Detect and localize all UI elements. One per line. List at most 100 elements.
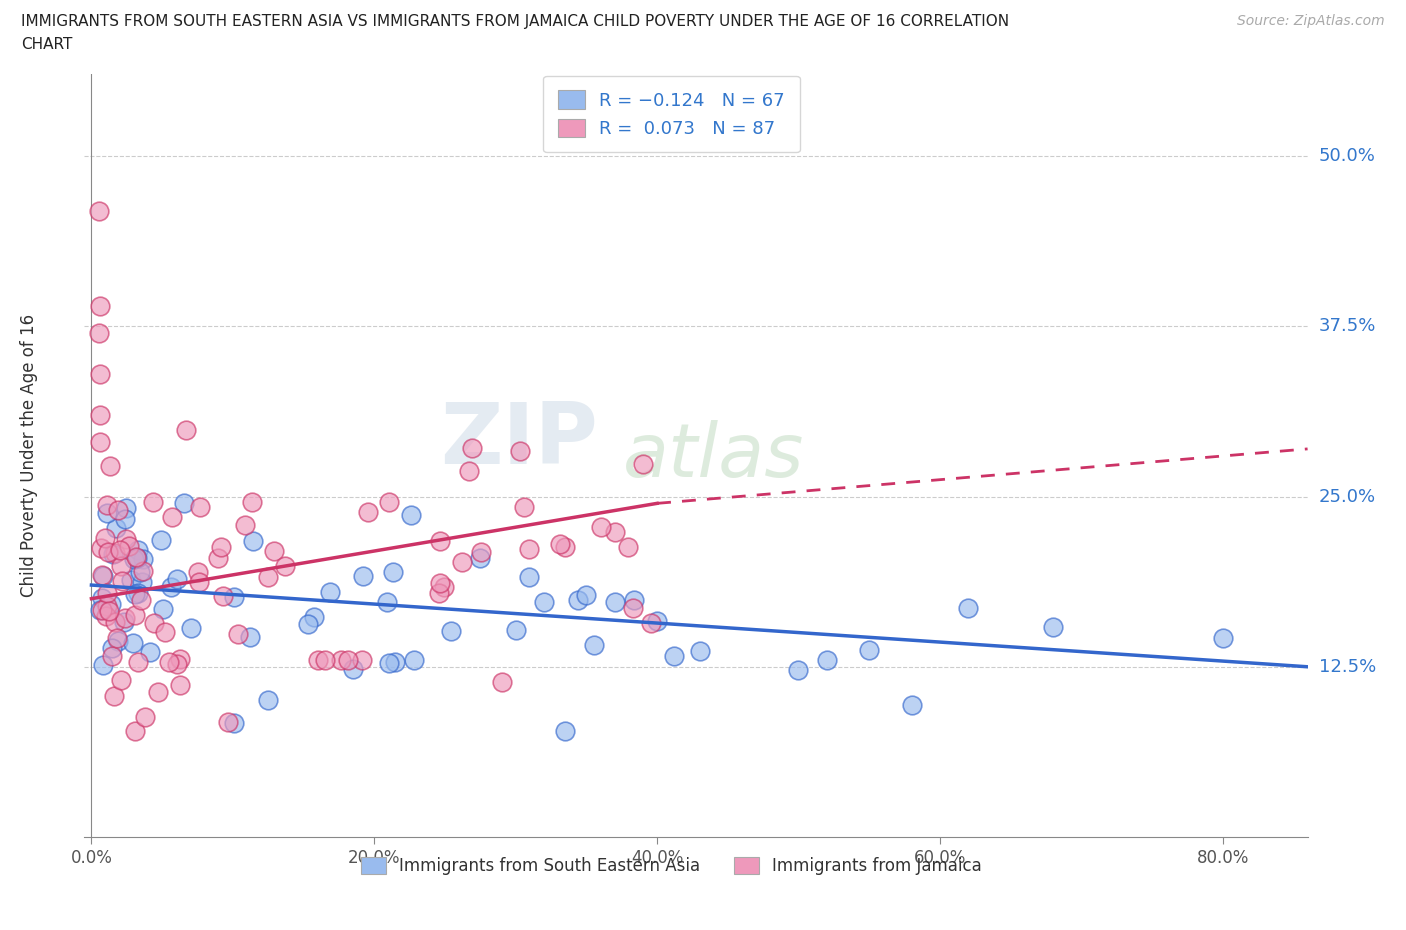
Point (330, 653, 353, 668)
Point (427, 585, 450, 600)
Point (621, 601, 644, 616)
Point (239, 630, 262, 644)
Point (233, 518, 256, 533)
Point (129, 592, 152, 607)
Point (517, 569, 540, 584)
Point (114, 512, 136, 526)
Point (87, 203, 110, 218)
Point (103, 547, 125, 562)
Point (319, 584, 342, 599)
Point (217, 714, 239, 729)
Point (91, 591, 114, 605)
Point (101, 641, 124, 656)
Point (127, 655, 149, 670)
Point (505, 623, 527, 638)
Point (517, 542, 540, 557)
Point (114, 500, 136, 515)
Point (160, 579, 183, 594)
Point (1212, 631, 1234, 645)
Point (377, 594, 399, 609)
Point (101, 649, 124, 664)
Point (224, 590, 246, 604)
Point (125, 549, 148, 564)
Point (132, 551, 155, 566)
Point (107, 502, 129, 517)
Point (226, 626, 249, 641)
Point (98, 458, 121, 473)
Point (224, 716, 246, 731)
Point (582, 638, 605, 653)
Point (120, 572, 142, 587)
Point (1042, 619, 1064, 634)
Point (89, 434, 111, 449)
Point (307, 653, 329, 668)
Point (103, 688, 125, 703)
Point (112, 615, 135, 630)
Point (96, 498, 118, 512)
Text: 25.0%: 25.0% (1319, 487, 1376, 506)
Point (603, 595, 626, 610)
Point (623, 592, 645, 607)
Point (689, 644, 711, 658)
Point (352, 653, 374, 668)
Point (89, 366, 111, 381)
Legend: Immigrants from South Eastern Asia, Immigrants from Jamaica: Immigrants from South Eastern Asia, Immi… (354, 851, 988, 882)
Point (187, 575, 209, 590)
Point (461, 441, 484, 456)
Point (94, 608, 117, 623)
Point (89, 407, 111, 422)
Point (314, 653, 336, 668)
Text: ZIP: ZIP (440, 399, 598, 482)
Point (640, 616, 662, 631)
Point (491, 674, 513, 689)
Point (107, 633, 129, 648)
Point (157, 655, 180, 670)
Point (169, 652, 191, 667)
Point (513, 499, 536, 514)
Point (124, 607, 146, 622)
Point (142, 616, 165, 631)
Point (129, 565, 152, 579)
Point (139, 644, 162, 659)
Point (90, 540, 112, 555)
Point (103, 615, 125, 630)
Point (94, 530, 117, 545)
Text: IMMIGRANTS FROM SOUTH EASTERN ASIA VS IMMIGRANTS FROM JAMAICA CHILD POVERTY UNDE: IMMIGRANTS FROM SOUTH EASTERN ASIA VS IM… (21, 14, 1010, 29)
Point (429, 534, 451, 549)
Point (146, 684, 169, 699)
Point (134, 710, 156, 724)
Text: 37.5%: 37.5% (1319, 317, 1376, 336)
Point (131, 564, 153, 578)
Point (124, 586, 146, 601)
Point (124, 724, 146, 738)
Point (433, 579, 456, 594)
Point (377, 656, 399, 671)
Point (399, 508, 422, 523)
Point (160, 510, 183, 525)
Point (211, 589, 233, 604)
Point (104, 546, 127, 561)
Point (468, 551, 491, 565)
Point (90, 567, 112, 582)
Point (342, 661, 364, 676)
Point (257, 569, 280, 584)
Point (274, 559, 297, 574)
Point (91, 568, 114, 583)
Text: Source: ZipAtlas.com: Source: ZipAtlas.com (1237, 14, 1385, 28)
Point (352, 569, 374, 584)
Point (131, 575, 153, 590)
Point (176, 423, 198, 438)
Point (440, 624, 463, 639)
Point (142, 495, 165, 510)
Point (173, 496, 195, 511)
Point (257, 693, 280, 708)
Point (815, 653, 838, 668)
Point (605, 525, 627, 540)
Point (98, 604, 121, 618)
Point (87, 326, 110, 340)
Point (190, 499, 212, 514)
Point (150, 533, 173, 548)
Point (450, 555, 472, 570)
Point (900, 698, 922, 713)
Point (169, 678, 191, 693)
